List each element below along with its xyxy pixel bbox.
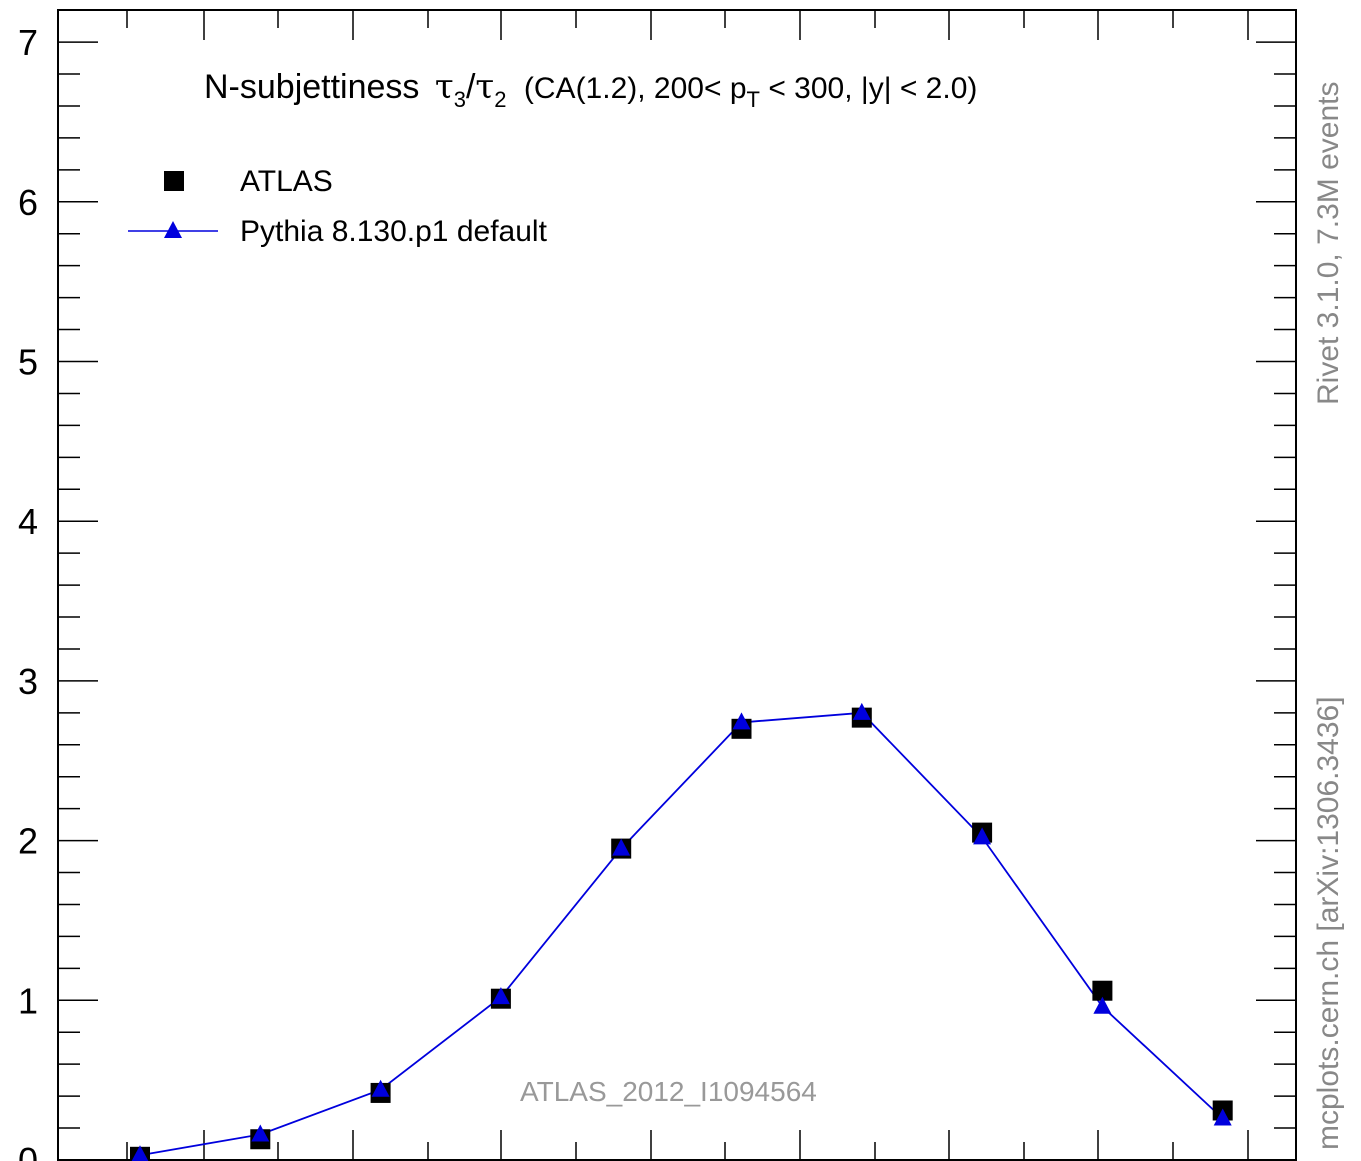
y-tick-label: 6 <box>18 182 38 223</box>
data-point-pythia <box>1093 996 1112 1014</box>
axes: 0 1 2 3 4 5 6 7 <box>18 9 1297 1161</box>
side-label-mcplots: mcplots.cern.ch [arXiv:1306.3436] <box>1312 696 1345 1150</box>
y-tick-label: 2 <box>18 821 38 862</box>
y-tick-label: 5 <box>18 342 38 383</box>
data-point-pythia <box>1213 1108 1232 1126</box>
y-tick-label: 3 <box>18 661 38 702</box>
legend-marker-pythia <box>164 221 182 238</box>
data-point-pythia <box>131 1145 149 1161</box>
legend-label-atlas: ATLAS <box>240 165 333 198</box>
y-tick-label: 0 <box>18 1140 38 1161</box>
data-point-pythia <box>371 1079 390 1097</box>
data-point-atlas <box>1092 980 1113 1001</box>
series-line-pythia <box>139 711 1224 1157</box>
data-point-pythia <box>973 827 992 845</box>
data-point-pythia <box>612 838 631 856</box>
legend-label-pythia: Pythia 8.130.p1 default <box>240 215 548 248</box>
legend-marker-atlas <box>164 171 184 191</box>
chart-title: N-subjettiness τ3/τ2 (CA(1.2), 200< pT <… <box>204 67 977 115</box>
y-tick-label: 1 <box>18 980 38 1021</box>
legend: ATLAS Pythia 8.130.p1 default <box>128 165 548 248</box>
data-point-pythia <box>852 702 871 720</box>
data-point-pythia <box>251 1124 270 1142</box>
y-tick-label: 4 <box>18 501 38 542</box>
data-point-pythia <box>491 987 510 1005</box>
analysis-label: ATLAS_2012_I1094564 <box>520 1076 817 1107</box>
side-label-rivet: Rivet 3.1.0, 7.3M events <box>1312 82 1345 406</box>
series-layer <box>130 702 1233 1161</box>
data-point-pythia <box>732 712 751 730</box>
y-tick-label: 7 <box>18 22 38 63</box>
